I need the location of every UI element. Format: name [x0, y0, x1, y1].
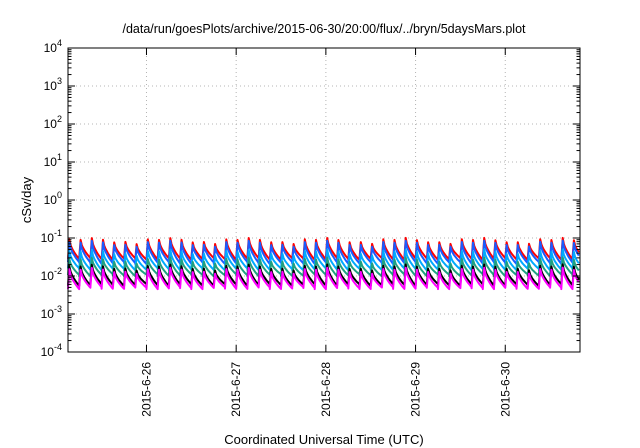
y-tick-exponent: -1	[54, 228, 62, 238]
y-tick-label: 10-1	[41, 228, 62, 245]
y-tick-base: 10	[41, 231, 55, 245]
y-tick-base: 10	[41, 345, 55, 359]
y-tick-base: 10	[44, 117, 58, 131]
y-tick-base: 10	[44, 41, 58, 55]
series-line	[67, 236, 580, 261]
tick-labels: 10-410-310-210-11001011021031042015-6-26…	[41, 38, 513, 417]
x-tick-label: 2015-6-27	[229, 362, 243, 417]
y-tick-label: 10-2	[41, 266, 62, 283]
y-tick-label: 10-3	[41, 304, 62, 321]
chart-title: /data/run/goesPlots/archive/2015-06-30/2…	[122, 22, 526, 36]
ticks	[68, 47, 580, 353]
series-line	[67, 266, 580, 291]
y-tick-base: 10	[44, 79, 58, 93]
x-axis-title: Coordinated Universal Time (UTC)	[224, 432, 423, 447]
x-tick-label: 2015-6-30	[498, 362, 512, 417]
series-lines	[67, 236, 580, 291]
y-tick-exponent: -2	[54, 266, 62, 276]
y-tick-exponent: 3	[57, 76, 62, 86]
y-tick-label: 10-4	[41, 342, 62, 359]
y-tick-base: 10	[41, 269, 55, 283]
y-tick-exponent: 4	[57, 38, 62, 48]
y-tick-label: 101	[44, 152, 62, 169]
series-line	[67, 239, 580, 265]
y-tick-label: 102	[44, 114, 62, 131]
x-tick-label: 2015-6-26	[139, 362, 153, 417]
y-tick-exponent: -3	[54, 304, 62, 314]
y-tick-exponent: -4	[54, 342, 62, 352]
y-tick-base: 10	[44, 155, 58, 169]
x-tick-label: 2015-6-29	[409, 362, 423, 417]
y-tick-exponent: 1	[57, 152, 62, 162]
y-tick-exponent: 2	[57, 114, 62, 124]
y-tick-exponent: 0	[57, 190, 62, 200]
grid	[68, 48, 580, 352]
y-tick-label: 100	[44, 190, 62, 207]
y-tick-base: 10	[44, 193, 58, 207]
y-tick-label: 104	[44, 38, 62, 55]
y-tick-label: 103	[44, 76, 62, 93]
y-tick-base: 10	[41, 307, 55, 321]
x-tick-label: 2015-6-28	[319, 362, 333, 417]
y-axis-title: cSv/day	[19, 176, 34, 223]
